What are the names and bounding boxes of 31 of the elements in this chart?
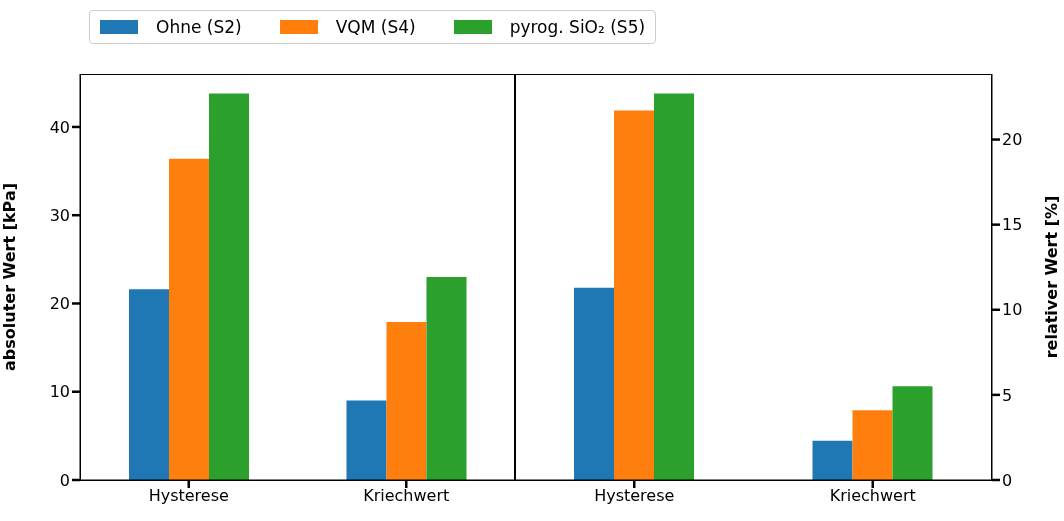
- y2-tick-label: 15: [1002, 215, 1023, 235]
- bar: [852, 410, 893, 480]
- y-axis-title: absoluter Wert [kPa]: [0, 183, 19, 371]
- bar: [654, 93, 694, 480]
- y2-tick-label: 20: [1002, 130, 1023, 150]
- y2-tick-label: 0: [1002, 470, 1013, 490]
- y-tick-label: 40: [49, 117, 70, 137]
- x-tick-label: Kriechwert: [363, 486, 450, 506]
- legend-label: VQM (S4): [335, 17, 416, 37]
- bar: [169, 158, 209, 480]
- bar: [426, 277, 467, 480]
- bar: [129, 289, 169, 480]
- x-tick-label: Kriechwert: [829, 486, 916, 506]
- bar: [346, 400, 387, 480]
- y2-axis-title: relativer Wert [%]: [1041, 195, 1061, 359]
- bar: [386, 322, 427, 480]
- bar: [892, 386, 933, 480]
- y2-tick-label: 10: [1002, 300, 1023, 320]
- bar: [574, 287, 614, 480]
- y-tick-label: 10: [49, 382, 70, 402]
- x-tick-label: Hysterese: [148, 486, 229, 506]
- y-tick-label: 30: [49, 205, 70, 225]
- legend-label: pyrog. SiO₂ (S5): [509, 17, 646, 37]
- y2-tick-label: 5: [1002, 385, 1013, 405]
- bar: [812, 440, 853, 480]
- bar: [614, 110, 654, 480]
- legend-label: Ohne (S2): [156, 17, 242, 37]
- bar: [209, 93, 249, 480]
- y-tick-label: 20: [49, 294, 70, 314]
- y-tick-label: 0: [59, 470, 70, 490]
- x-tick-label: Hysterese: [594, 486, 675, 506]
